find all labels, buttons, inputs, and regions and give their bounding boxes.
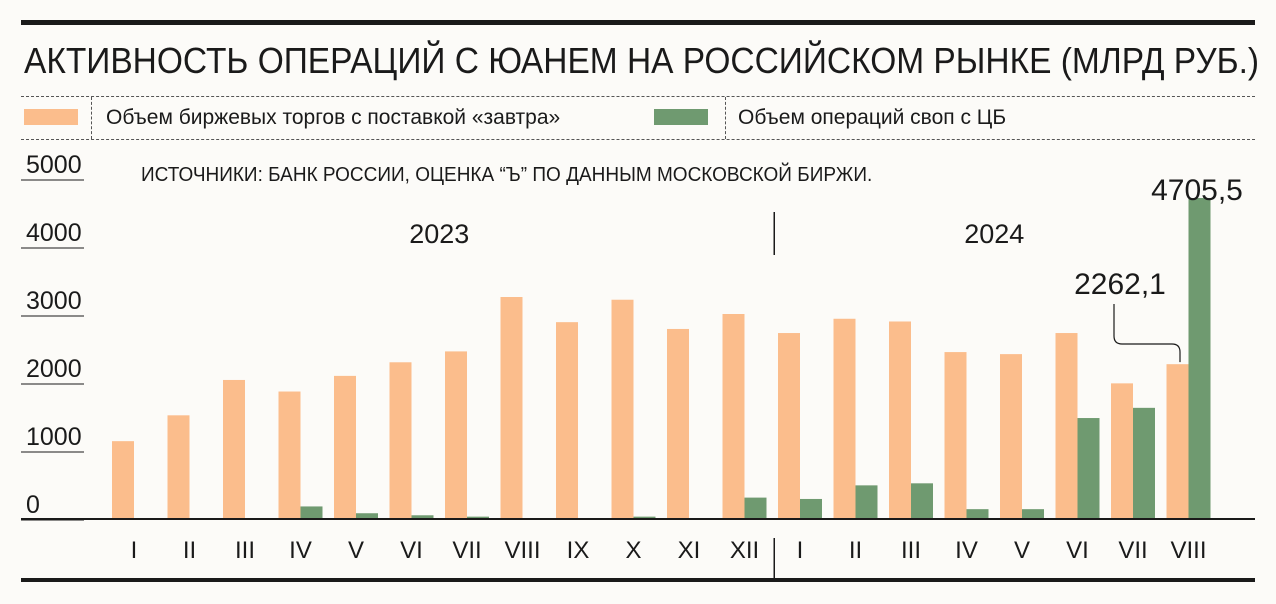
annotation-leader [1113, 304, 1181, 363]
bar-exchange [112, 441, 134, 518]
bar-swap [911, 483, 933, 518]
legend-swatch-orange [24, 109, 78, 125]
bar-exchange [278, 391, 301, 518]
bar-swap [467, 516, 489, 518]
x-tick-label: IV [289, 537, 312, 564]
bar-exchange [1000, 354, 1022, 518]
x-tick-label: X [625, 537, 641, 564]
chart-title: АКТИВНОСТЬ ОПЕРАЦИЙ С ЮАНЕМ НА РОССИЙСКО… [24, 40, 1260, 81]
bar-exchange [500, 297, 523, 518]
x-tick-label: II [849, 537, 862, 564]
bar-swap [633, 516, 656, 518]
x-tick-label: IX [567, 537, 590, 564]
y-tick-label: 1000 [26, 423, 82, 451]
bar-swap [855, 485, 878, 518]
x-tick-label: XII [730, 537, 759, 564]
bar-exchange [778, 333, 800, 518]
bar-exchange [1166, 364, 1189, 518]
legend-swatch-green [654, 109, 708, 125]
bar-exchange [944, 352, 967, 518]
bar-exchange [445, 351, 467, 518]
bar-swap [1188, 198, 1211, 518]
bar-exchange [389, 362, 412, 518]
legend-divider [91, 97, 92, 139]
value-label: 4705,5 [1151, 174, 1243, 207]
bar-exchange [833, 318, 856, 518]
x-tick-label: I [797, 537, 804, 564]
x-tick-label: III [235, 537, 255, 564]
y-tick-label: 5000 [26, 151, 82, 179]
bar-exchange [223, 379, 245, 518]
bar-swap [1022, 509, 1044, 518]
y-tick-label: 2000 [26, 355, 82, 383]
x-tick-label: VII [1118, 537, 1147, 564]
value-label: 2262,1 [1074, 268, 1166, 301]
bar-swap [411, 515, 434, 518]
x-tick-label: XI [678, 537, 701, 564]
x-tick-label: VII [452, 537, 481, 564]
top-rule [21, 20, 1255, 25]
x-tick-label: III [901, 537, 921, 564]
bar-exchange [334, 375, 356, 518]
bar-exchange [667, 328, 689, 518]
bar-exchange [1111, 383, 1133, 518]
legend-divider [725, 97, 726, 139]
x-tick-label: II [183, 537, 196, 564]
bottom-rule [21, 578, 1255, 582]
y-tick-label: 3000 [26, 287, 82, 315]
x-tick-label: V [1014, 537, 1030, 564]
bar-exchange [722, 314, 745, 518]
bar-swap [1133, 407, 1155, 518]
x-tick-label: VIII [1170, 537, 1206, 564]
bar-swap [356, 513, 378, 518]
bar-swap [300, 506, 323, 518]
x-tick-label: IV [955, 537, 978, 564]
bar-swap [1077, 418, 1100, 518]
x-tick-label: I [131, 537, 138, 564]
year-label: 2023 [409, 219, 469, 249]
bar-exchange [889, 321, 911, 518]
y-tick-label: 0 [26, 491, 40, 519]
bar-swap [966, 509, 989, 518]
source-note: ИСТОЧНИКИ: БАНК РОССИИ, ОЦЕНКА “Ъ” ПО ДА… [141, 162, 872, 187]
x-tick-label: VIII [504, 537, 540, 564]
x-tick-label: VI [1066, 537, 1089, 564]
x-tick-label: V [348, 537, 364, 564]
y-tick-label: 4000 [26, 219, 82, 247]
x-tick-label: VI [400, 537, 423, 564]
year-label: 2024 [964, 219, 1024, 249]
legend: Объем биржевых торгов с поставкой «завтр… [21, 96, 1255, 140]
legend-label-swap: Объем операций своп с ЦБ [738, 106, 1007, 129]
bar-exchange [556, 322, 578, 518]
bar-exchange [1055, 333, 1078, 518]
legend-label-exchange: Объем биржевых торгов с поставкой «завтр… [106, 106, 561, 129]
bar-exchange [167, 415, 190, 518]
bar-swap [744, 497, 767, 518]
bar-exchange [611, 299, 634, 518]
bar-swap [800, 498, 822, 518]
